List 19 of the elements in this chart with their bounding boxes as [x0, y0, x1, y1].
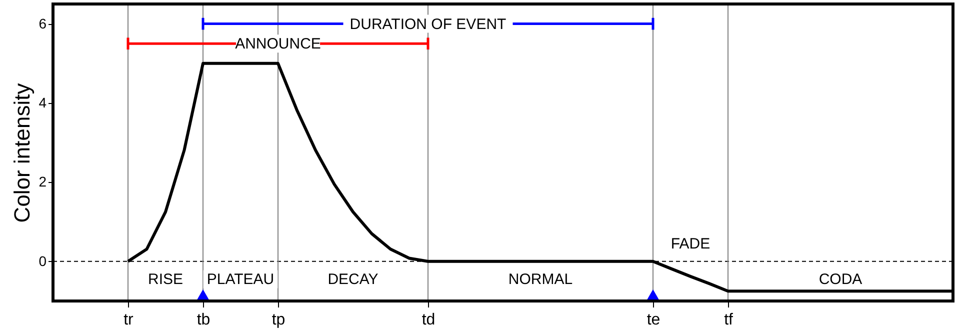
y-tick-label: 2 [38, 174, 47, 190]
annotation: CODA [818, 271, 862, 288]
annotation: ANNOUNCE [235, 36, 321, 53]
y-axis-title: Color intensity [10, 83, 35, 223]
annotation: DURATION OF EVENT [350, 16, 506, 33]
annotation: DECAY [328, 271, 378, 288]
annotation: RISE [148, 271, 184, 288]
y-tick-label: 6 [38, 15, 47, 32]
x-tick-label: tf [724, 312, 734, 328]
annotation: PLATEAU [206, 271, 274, 288]
y-tick-label: 0 [38, 252, 47, 269]
x-tick-label: td [422, 312, 436, 328]
x-tick-label: te [646, 312, 660, 328]
x-tick-label: tp [272, 312, 286, 328]
y-tick-label: 4 [38, 94, 47, 110]
annotation: NORMAL [508, 271, 573, 288]
x-tick-label: tr [124, 312, 134, 328]
x-tick-label: tb [196, 312, 210, 328]
annotation: FADE [670, 236, 710, 253]
